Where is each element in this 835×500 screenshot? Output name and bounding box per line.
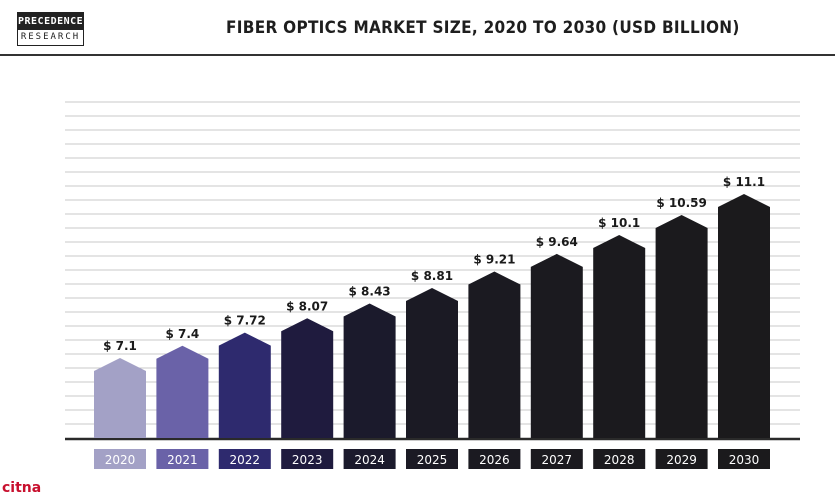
x-tick-label: 2028 xyxy=(604,453,635,467)
bar-2020 xyxy=(94,358,146,438)
bar-2023 xyxy=(281,318,334,438)
x-tick-label: 2023 xyxy=(292,453,323,467)
bar-value-label: $ 8.07 xyxy=(286,299,328,313)
bar-value-label: $ 11.1 xyxy=(723,175,765,189)
bar-2026 xyxy=(468,271,521,438)
logo-bottom-text: RESEARCH xyxy=(20,32,81,42)
bar-2021 xyxy=(156,345,209,438)
x-tick-label: 2027 xyxy=(542,453,573,467)
bar-value-label: $ 8.43 xyxy=(349,285,391,299)
brand-logo: PRECEDENCE RESEARCH xyxy=(17,12,84,46)
category-box-2029 xyxy=(655,449,708,469)
header-divider xyxy=(0,54,835,56)
x-tick-label: 2026 xyxy=(479,453,510,467)
category-box-2024 xyxy=(343,449,396,469)
bar-2029 xyxy=(655,214,708,438)
category-box-2022 xyxy=(218,449,271,469)
category-box-2021 xyxy=(156,449,209,469)
bar-value-label: $ 10.1 xyxy=(598,216,640,230)
x-tick-label: 2030 xyxy=(729,453,760,467)
category-box-2023 xyxy=(281,449,334,469)
bar-value-label: $ 9.21 xyxy=(473,253,515,267)
x-tick-label: 2025 xyxy=(417,453,448,467)
bar-value-label: $ 9.64 xyxy=(536,235,578,249)
x-tick-label: 2020 xyxy=(105,453,136,467)
category-box-2025 xyxy=(406,449,458,469)
x-tick-label: 2021 xyxy=(167,453,198,467)
x-tick-label: 2024 xyxy=(354,453,385,467)
bar-value-label: $ 10.59 xyxy=(656,196,706,210)
bar-value-label: $ 7.1 xyxy=(103,339,137,353)
category-box-2030 xyxy=(718,449,770,469)
chart-title: FIBER OPTICS MARKET SIZE, 2020 TO 2030 (… xyxy=(226,18,740,38)
watermark-logo: citna xyxy=(2,480,42,496)
bar-2024 xyxy=(343,303,396,438)
bar-value-label: $ 7.4 xyxy=(166,327,200,341)
category-box-2020 xyxy=(94,449,146,469)
bar-2027 xyxy=(530,253,583,438)
x-tick-label: 2029 xyxy=(666,453,697,467)
bar-2030 xyxy=(718,194,770,438)
bar-value-label: $ 7.72 xyxy=(224,314,266,328)
category-box-2027 xyxy=(530,449,583,469)
category-box-2028 xyxy=(593,449,646,469)
category-box-2026 xyxy=(468,449,521,469)
x-tick-label: 2022 xyxy=(230,453,261,467)
bar-2022 xyxy=(218,332,271,438)
bar-2028 xyxy=(593,235,646,438)
bar-value-label: $ 8.81 xyxy=(411,269,453,283)
logo-top-text: PRECEDENCE xyxy=(18,13,83,30)
bar-2025 xyxy=(406,287,458,438)
